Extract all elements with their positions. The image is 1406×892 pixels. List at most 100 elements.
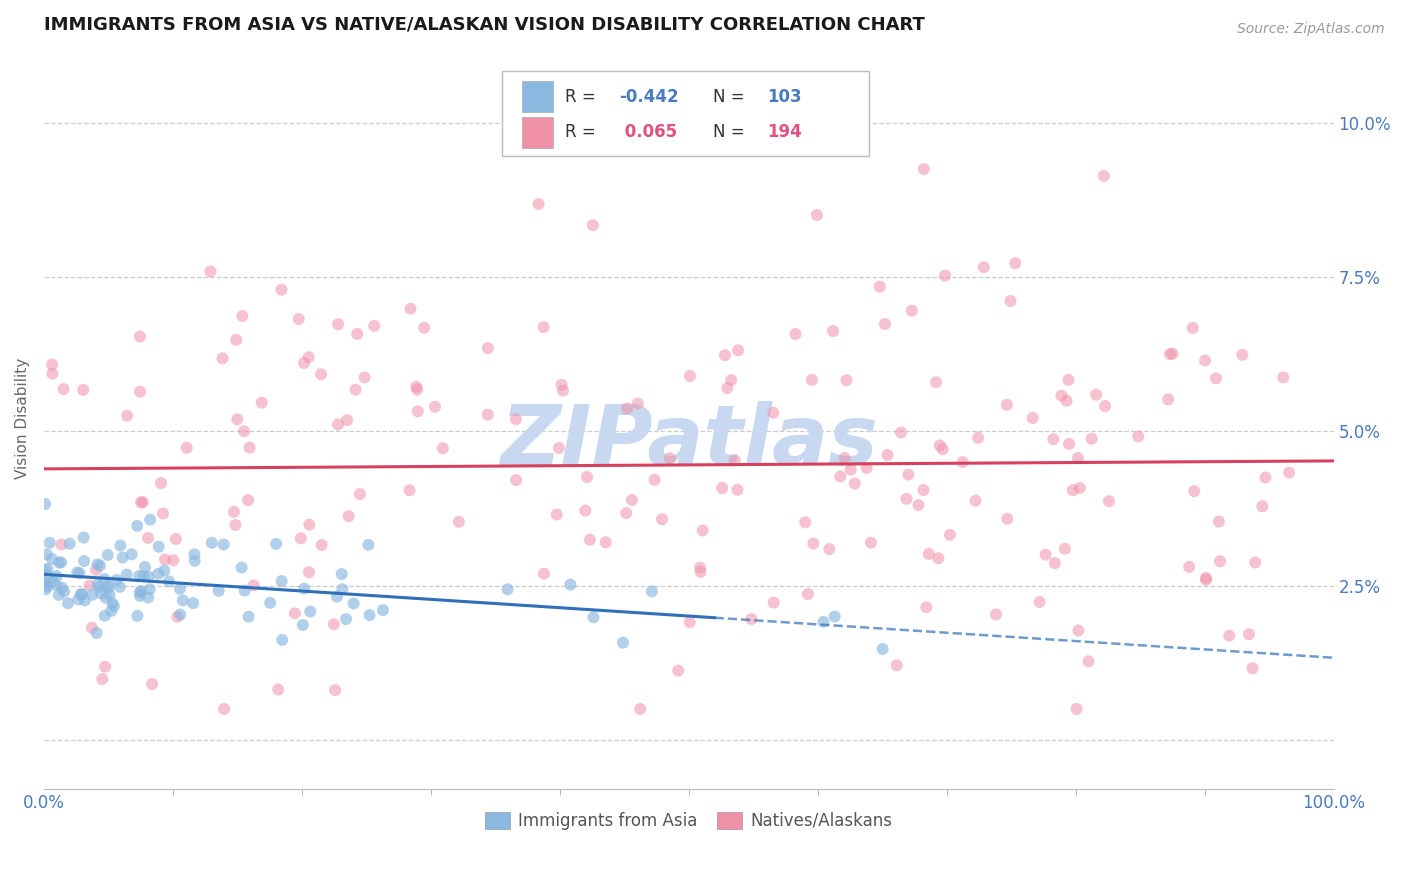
Point (34, 578, 56, 592)
Point (1004, 256, 1026, 270)
Point (37, 562, 59, 576)
Point (679, 615, 702, 630)
Point (576, 470, 599, 484)
Point (641, 584, 664, 599)
Point (1028, 595, 1050, 609)
Point (692, 524, 714, 538)
Point (111, 550, 134, 565)
Point (869, 279, 891, 293)
Point (934, 268, 956, 283)
Point (336, 413, 359, 427)
Text: 103: 103 (768, 87, 801, 105)
Point (69, 587, 91, 601)
Point (84, 563, 107, 577)
Point (72, 531, 94, 545)
Point (212, 702, 235, 716)
Point (844, 476, 866, 491)
Point (139, 582, 162, 597)
Point (901, 303, 924, 318)
Point (1067, 451, 1090, 466)
Point (231, 309, 253, 323)
Point (238, 609, 260, 624)
Point (45, 578, 67, 592)
Point (222, 505, 245, 519)
Text: Source: ZipAtlas.com: Source: ZipAtlas.com (1237, 22, 1385, 37)
Text: IMMIGRANTS FROM ASIA VS NATIVE/ALASKAN VISION DISABILITY CORRELATION CHART: IMMIGRANTS FROM ASIA VS NATIVE/ALASKAN V… (44, 15, 925, 33)
Point (72, 383, 94, 397)
Point (876, 448, 898, 462)
Point (496, 582, 519, 597)
Point (578, 533, 600, 547)
Point (51, 555, 73, 569)
Point (423, 400, 446, 414)
Point (1000, 293, 1022, 308)
Point (239, 441, 262, 455)
Point (1194, 353, 1216, 368)
FancyBboxPatch shape (523, 81, 554, 112)
Point (264, 537, 287, 551)
Point (1244, 556, 1267, 570)
Point (73, 593, 96, 607)
Point (1056, 393, 1078, 408)
Point (689, 560, 711, 574)
Point (42, 574, 65, 588)
Point (208, 583, 231, 598)
Point (267, 682, 290, 697)
Point (298, 565, 321, 579)
Point (806, 208, 828, 222)
Point (1053, 541, 1076, 556)
Point (138, 569, 160, 583)
Point (1057, 373, 1080, 387)
Point (343, 597, 366, 611)
Text: N =: N = (713, 87, 751, 105)
Point (226, 412, 249, 426)
Point (1035, 548, 1057, 562)
Point (794, 516, 817, 530)
Point (169, 582, 191, 596)
Point (292, 356, 315, 370)
Point (574, 503, 596, 517)
Point (94, 660, 117, 674)
Point (925, 376, 948, 390)
Point (1195, 571, 1218, 585)
Point (952, 455, 974, 469)
Point (582, 219, 605, 233)
Point (291, 618, 314, 632)
Point (711, 481, 734, 495)
Point (595, 535, 617, 549)
Point (890, 425, 912, 440)
Point (1042, 432, 1064, 446)
Point (915, 600, 938, 615)
FancyBboxPatch shape (523, 117, 554, 148)
Y-axis label: Vision Disability: Vision Disability (15, 359, 30, 480)
Text: ZIPatlas: ZIPatlas (499, 401, 877, 482)
Point (907, 498, 929, 512)
Point (818, 542, 841, 557)
Point (48, 556, 70, 570)
Point (157, 574, 180, 589)
Point (560, 577, 582, 591)
Point (658, 451, 681, 466)
Point (839, 463, 862, 477)
Point (231, 560, 253, 574)
Point (927, 551, 949, 566)
Point (148, 566, 170, 581)
Point (38, 536, 60, 550)
Point (309, 368, 332, 382)
Point (67, 592, 90, 607)
Text: N =: N = (713, 123, 751, 141)
Point (139, 513, 162, 527)
Point (873, 317, 896, 331)
Point (616, 401, 638, 416)
Text: R =: R = (565, 123, 600, 141)
Point (830, 469, 852, 483)
Point (477, 341, 499, 355)
Point (1208, 515, 1230, 529)
Point (1218, 629, 1240, 643)
Point (328, 317, 350, 331)
Point (183, 547, 205, 561)
Point (527, 197, 550, 211)
Point (242, 578, 264, 592)
Point (287, 312, 309, 326)
Point (918, 547, 941, 561)
